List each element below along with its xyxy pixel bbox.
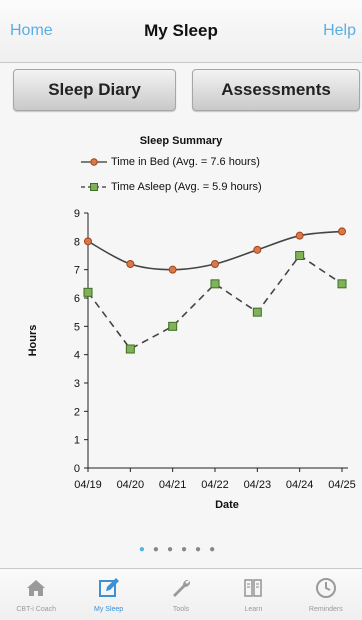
sleep-diary-button[interactable]: Sleep Diary: [13, 69, 176, 111]
home-icon: [27, 580, 46, 596]
tab-learn[interactable]: Learn: [217, 569, 289, 620]
y-tick-label: 4: [74, 350, 80, 362]
x-tick-label: 04/20: [117, 479, 145, 491]
page-indicator[interactable]: ●●●●●●: [0, 544, 362, 555]
y-tick-label: 6: [74, 293, 80, 305]
y-tick-label: 9: [74, 208, 80, 220]
book-icon: [244, 579, 263, 597]
x-tick-label: 04/19: [74, 479, 102, 491]
data-point-time-asleep: [83, 287, 93, 297]
page-dot[interactable]: ●: [181, 544, 196, 555]
page-dot[interactable]: ●: [195, 544, 210, 555]
data-point-time-asleep: [252, 307, 262, 317]
tab-label-my-sleep: My Sleep: [94, 606, 124, 613]
legend-marker-circle: [81, 158, 107, 166]
wrench-icon: [173, 579, 191, 597]
data-point-time-in-bed: [211, 260, 219, 268]
data-point-time-in-bed: [295, 231, 304, 240]
x-tick-label: 04/22: [201, 479, 229, 491]
tab-label-tools: Tools: [172, 606, 190, 613]
tab-label-cbti-coach: CBT-i Coach: [16, 606, 57, 613]
legend-label-time-in-bed: Time in Bed (Avg. = 7.6 hours): [111, 156, 260, 168]
x-tick-label: 04/21: [159, 479, 187, 491]
page-title: My Sleep: [144, 21, 218, 40]
data-point-time-in-bed: [338, 227, 346, 236]
main-content: Sleep Diary Assessments Sleep Summary Ti…: [0, 63, 362, 568]
y-tick-label: 2: [74, 406, 80, 418]
x-tick-label: 04/24: [286, 479, 314, 491]
tab-label-reminders: Reminders: [308, 606, 343, 613]
y-tick-label: 7: [74, 265, 80, 277]
y-tick-label: 8: [74, 236, 80, 248]
tab-my-sleep[interactable]: My Sleep: [72, 569, 144, 620]
data-point-time-asleep: [125, 344, 135, 354]
page-dot[interactable]: ●: [209, 544, 224, 555]
page-dot[interactable]: ●: [152, 544, 167, 555]
y-axis-label: Hours: [27, 325, 39, 357]
y-tick-label: 5: [74, 321, 80, 333]
page-dot[interactable]: ●: [166, 544, 181, 555]
data-point-time-in-bed: [126, 260, 135, 268]
data-point-time-asleep: [295, 251, 305, 260]
data-point-time-in-bed: [84, 237, 92, 246]
data-point-time-in-bed: [168, 265, 177, 274]
sleep-summary-chart: 0 1 2 3 4 5 6 7 8 9 04/19 04/20 04/21 04/22 04/23 04/24…: [27, 208, 356, 511]
help-button[interactable]: Help: [323, 22, 356, 39]
assessments-button[interactable]: Assessments: [192, 69, 360, 111]
data-point-time-asleep: [168, 321, 178, 331]
x-tick-label: 04/23: [244, 479, 272, 491]
x-axis-label: Date: [215, 499, 239, 511]
legend-marker-square: [81, 183, 107, 191]
tab-label-learn: Learn: [244, 606, 263, 613]
page-dot[interactable]: ●: [138, 544, 153, 555]
tab-cbti-coach[interactable]: CBT-i Coach: [0, 569, 72, 620]
tab-tools[interactable]: Tools: [145, 569, 217, 620]
tab-bar: CBT-i Coach My Sleep Tools Learn Reminde…: [0, 568, 362, 620]
y-tick-label: 1: [74, 435, 80, 447]
navigation-bar: Home My Sleep Help: [0, 0, 362, 63]
tab-reminders[interactable]: Reminders: [290, 569, 362, 620]
data-point-time-asleep: [210, 279, 220, 289]
legend-time-in-bed: Time in Bed (Avg. = 7.6 hours): [81, 156, 260, 168]
x-tick-label: 04/25: [328, 479, 356, 491]
home-button[interactable]: Home: [10, 22, 53, 39]
chart-title: Sleep Summary: [139, 135, 223, 147]
series-line-time-asleep: [87, 254, 343, 351]
clock-icon: [315, 578, 336, 598]
y-tick-label: 0: [74, 463, 80, 475]
data-point-time-asleep: [337, 279, 347, 289]
y-tick-label: 3: [74, 378, 80, 390]
legend-label-time-asleep: Time Asleep (Avg. = 5.9 hours): [111, 181, 262, 193]
legend-time-asleep: Time Asleep (Avg. = 5.9 hours): [81, 181, 262, 193]
data-point-time-in-bed: [253, 245, 262, 254]
edit-icon: [98, 578, 119, 597]
